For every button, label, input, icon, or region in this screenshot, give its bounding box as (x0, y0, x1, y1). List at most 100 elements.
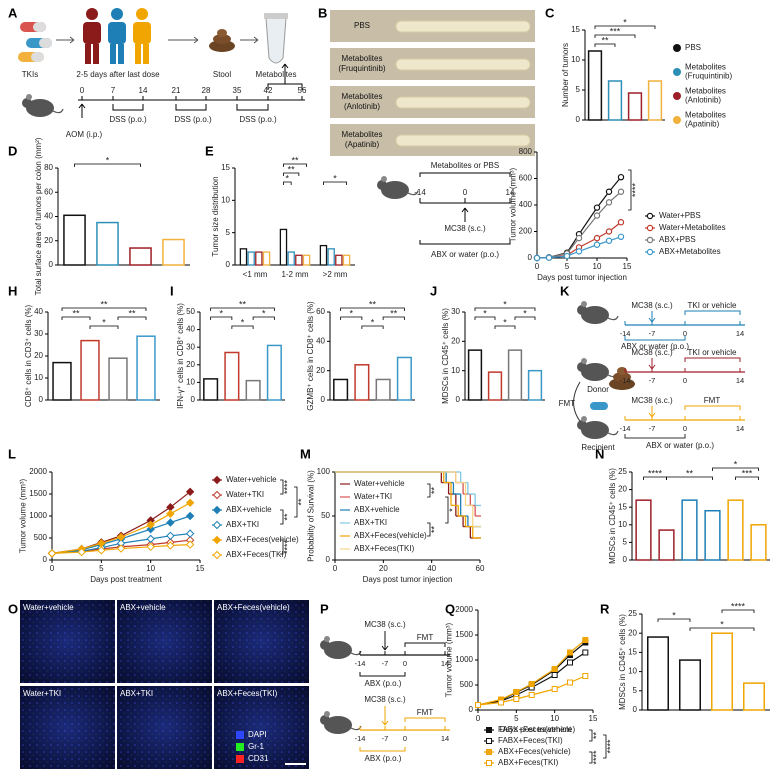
label: Water+TKI (23, 689, 61, 698)
label: 0 (683, 329, 687, 338)
x-tick-label: 5 (565, 262, 570, 271)
sig-bracket (494, 325, 516, 329)
label: DSS (p.o.) (109, 115, 147, 124)
legend-marker (486, 727, 492, 733)
y-tick-label: 0 (191, 395, 196, 404)
legend-label: ABX+Metabolites (659, 247, 721, 256)
bar (247, 251, 255, 266)
y-tick-label: 500 (34, 533, 48, 542)
sig-bracket (340, 307, 405, 311)
data-point (551, 672, 558, 678)
data-point (617, 219, 625, 226)
bar (627, 92, 643, 121)
data-point (116, 544, 126, 553)
legend-label: ABX+Feces(TKI) (226, 550, 287, 559)
y-tick-label: 0 (321, 395, 326, 404)
sig-bracket (594, 43, 616, 47)
y-tick-label: 20 (628, 628, 637, 637)
label: MC38 (s.c.) (631, 348, 673, 357)
legend-label: ABX+TKI (226, 520, 259, 529)
schematic-line (359, 672, 406, 677)
stool-icon (609, 378, 635, 390)
data-point (605, 199, 613, 206)
mouse-ear (581, 358, 587, 364)
mouse-icon (581, 363, 609, 381)
sig-bracket (603, 734, 607, 759)
data-point (533, 254, 541, 262)
y-tick-label: 600 (519, 174, 533, 183)
sig-bracket (427, 483, 431, 498)
sig-bracket (666, 476, 713, 480)
x-axis-label: Days post treatment (500, 725, 572, 734)
mouse-ear (324, 711, 330, 717)
sig-label: **** (731, 601, 746, 611)
sig-label: **** (605, 739, 615, 754)
sig-label: **** (282, 480, 292, 495)
label: 56 (298, 86, 307, 95)
label: TKI or vehicle (688, 348, 737, 357)
schematic-line (359, 747, 406, 752)
micrograph-texture (214, 686, 309, 769)
person-icon (110, 44, 116, 64)
bar (162, 238, 185, 266)
label: DAPI (248, 730, 267, 739)
data-point (593, 241, 601, 248)
panel-label: L (8, 446, 16, 461)
legend-label: ABX+Feces(vehicle) (354, 531, 427, 540)
data-point (605, 237, 613, 244)
y-tick-label: 40 (186, 325, 195, 334)
schematic-line (236, 104, 269, 111)
label: 0 (683, 424, 687, 433)
label: MC38 (s.c.) (364, 695, 406, 704)
label: FMT (417, 633, 434, 642)
legend-marker (486, 738, 492, 744)
sig-label: * (286, 173, 290, 183)
sig-label: ** (429, 526, 439, 534)
label: FMT (559, 399, 576, 408)
bar (262, 251, 271, 266)
data-point (47, 549, 57, 558)
person-icon (86, 8, 98, 20)
y-axis-label: Total surface area of tumors per colon (… (34, 137, 43, 295)
bar (63, 214, 86, 266)
panel-label: M (300, 446, 311, 461)
legend-label: (Apatinib) (685, 120, 720, 129)
y-tick-label: 10 (628, 667, 637, 676)
label: ABX or water (p.o.) (621, 342, 689, 351)
mouse-icon (577, 305, 587, 315)
sig-label: * (503, 299, 507, 309)
y-tick-label: 30 (451, 307, 460, 316)
y-tick-label: 10 (451, 366, 460, 375)
schematic-line (404, 717, 446, 722)
legend-label: Water+vehicle (354, 479, 405, 488)
y-tick-label: 0 (226, 260, 231, 269)
schematic-line (281, 63, 289, 84)
y-tick-label: 5 (633, 686, 638, 695)
mouse-tail (350, 650, 362, 656)
bar (335, 254, 343, 266)
y-tick-label: 0 (326, 555, 331, 564)
sig-label: * (720, 619, 724, 629)
y-tick-label: 2000 (29, 467, 47, 476)
sig-bracket (280, 509, 284, 525)
label: MC38 (s.c.) (444, 224, 486, 233)
panel-label: O (8, 601, 18, 616)
mouse-icon (577, 420, 587, 430)
schematic-line (381, 631, 389, 651)
stool-icon (217, 29, 227, 37)
y-tick-label: 0 (528, 253, 533, 262)
panel-label: P (320, 601, 329, 616)
y-tick-label: 15 (571, 25, 580, 34)
label: Metabolites or PBS (431, 161, 499, 170)
legend-marker (212, 490, 222, 500)
label: ABX or water (p.o.) (431, 250, 499, 259)
y-tick-label: 5 (226, 228, 231, 237)
y-axis-label: Number of tumors (561, 43, 570, 107)
legend-label: ABX+Feces(vehicle) (226, 535, 299, 544)
sig-bracket (294, 486, 298, 518)
bar (129, 247, 152, 266)
schematic-line (112, 104, 144, 111)
sig-label: ** (686, 468, 694, 478)
sig-label: * (219, 308, 223, 318)
micrograph-texture (20, 600, 115, 683)
